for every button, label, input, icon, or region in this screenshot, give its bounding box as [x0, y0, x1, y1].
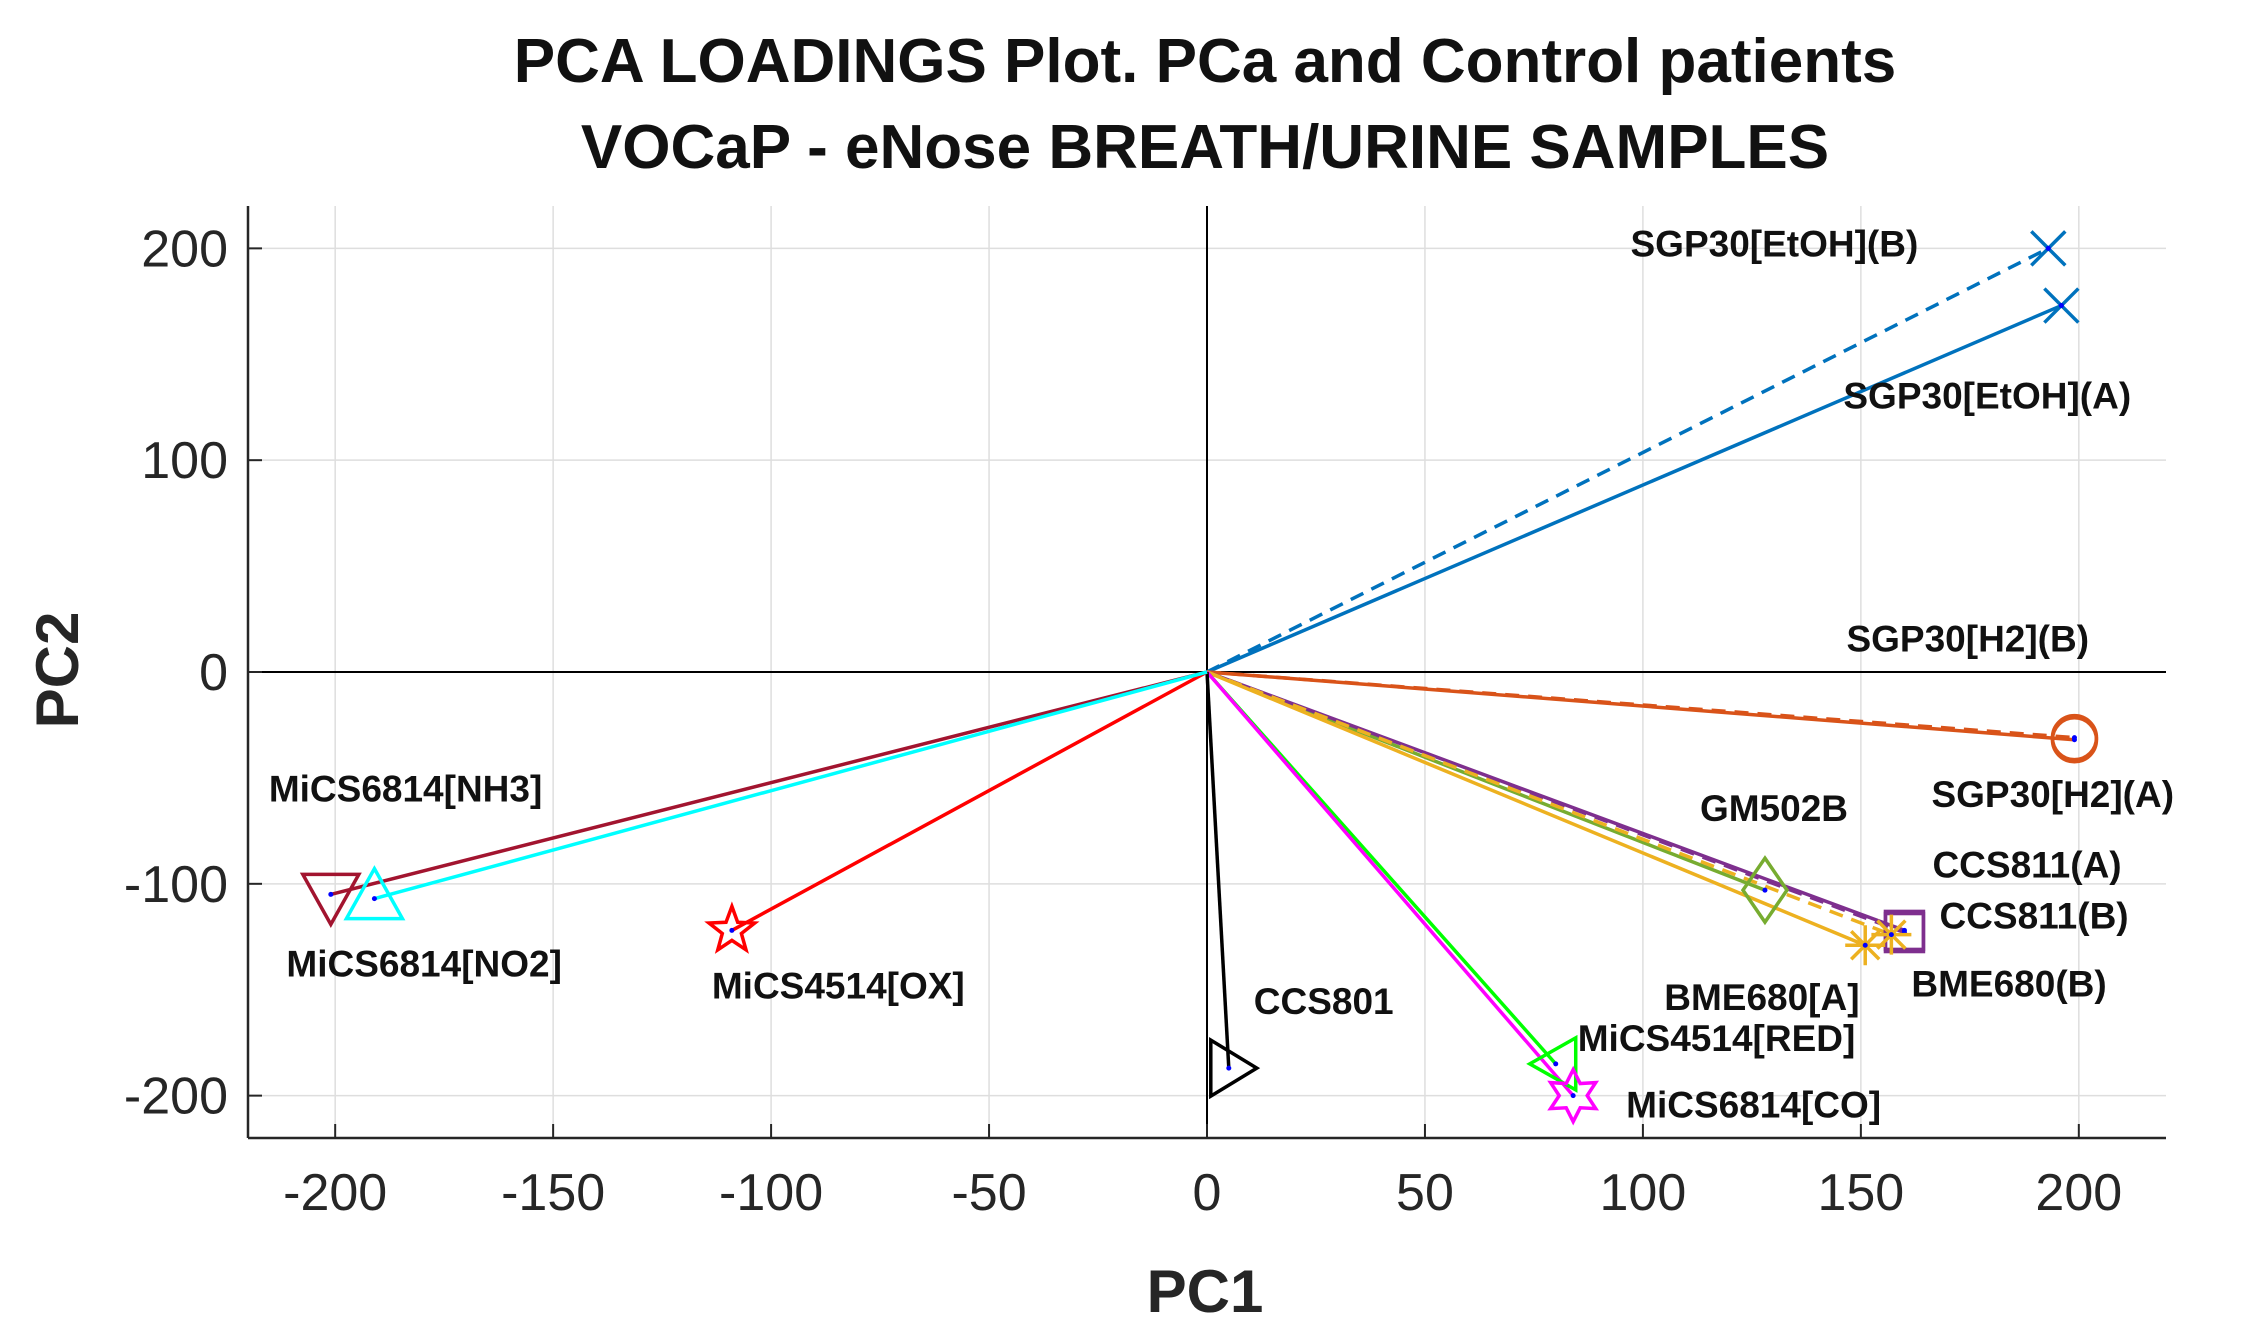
x-tick-label-1: -150: [501, 1164, 605, 1222]
chart-title-line-1: PCA LOADINGS Plot. PCa and Control patie…: [514, 27, 1896, 96]
x-tick-label-4: 0: [1193, 1164, 1222, 1222]
x-tick-label-3: -50: [951, 1164, 1026, 1222]
marker-center-13: [328, 891, 334, 897]
marker-center-1: [2058, 303, 2064, 309]
x-tick-label-5: 50: [1396, 1164, 1454, 1222]
marker-4: [1740, 855, 1790, 926]
axes-layer: -200 -150 -100 -50 0 50 100 150 200 -200 -100 0 100 2…: [124, 206, 2166, 1222]
marker-center-3: [2071, 737, 2077, 743]
marker-center-14: [371, 896, 377, 902]
point-label-10: MiCS6814[CO]: [1626, 1085, 1881, 1126]
loading-vector-8: [1206, 670, 1893, 937]
point-label-14: MiCS6814[NO2]: [286, 944, 562, 985]
x-tick-label-6: 100: [1600, 1164, 1687, 1222]
marker-center-10: [1570, 1093, 1576, 1099]
loading-vector-7: [1206, 670, 1866, 947]
marker-10: [1547, 1065, 1600, 1126]
point-label-0: SGP30[EtOH](B): [1630, 223, 1918, 264]
x-tick-label-7: 150: [1817, 1164, 1904, 1222]
marker-14: [343, 865, 406, 921]
loading-vector-0: [1206, 246, 2050, 674]
point-label-11: CCS801: [1254, 981, 1394, 1022]
point-labels: SGP30[EtOH](B) SGP30[EtOH](A) SGP30[H2](B)…: [269, 223, 2174, 1125]
series-layer: [330, 246, 2075, 1097]
point-label-3: SGP30[H2](A): [1931, 774, 2174, 815]
marker-3: [2050, 716, 2099, 764]
marker-center-9: [1553, 1061, 1559, 1067]
point-label-12: MiCS4514[OX]: [712, 965, 965, 1006]
marker-13: [299, 872, 362, 928]
marker-center-12: [729, 927, 735, 933]
marker-center-7: [1862, 942, 1868, 948]
marker-center-11: [1226, 1065, 1232, 1071]
y-tick-label-4: 200: [141, 220, 228, 278]
x-axis-label: PC1: [1147, 1258, 1264, 1325]
marker-9: [1526, 1034, 1578, 1093]
marker-12: [704, 901, 760, 954]
point-label-6: CCS811(B): [1939, 896, 2128, 937]
point-label-13: MiCS6814[NH3]: [269, 768, 542, 809]
y-tick-label-3: 100: [141, 432, 228, 490]
loading-vector-11: [1205, 671, 1231, 1069]
marker-layer: [299, 230, 2099, 1126]
marker-center-8: [1888, 932, 1894, 938]
marker-11: [1209, 1036, 1261, 1100]
marker-6: [1883, 911, 1926, 954]
x-tick-label-0: -200: [283, 1164, 387, 1222]
loading-vector-12: [731, 670, 1208, 932]
marker-center-0: [2045, 245, 2051, 251]
loading-vector-13: [330, 670, 1208, 897]
y-axis-label: PC2: [24, 612, 91, 729]
y-tick-label-1: -100: [124, 856, 228, 914]
point-label-5: CCS811(A): [1932, 844, 2121, 885]
x-tick-label-8: 200: [2035, 1164, 2122, 1222]
x-tick-label-2: -100: [719, 1164, 823, 1222]
point-label-9: MiCS4514[RED]: [1578, 1018, 1856, 1059]
point-label-4: GM502B: [1700, 788, 1848, 829]
y-tick-label-0: -200: [124, 1068, 228, 1126]
point-label-8: BME680(B): [1911, 964, 2106, 1005]
loading-vector-14: [373, 670, 1208, 901]
marker-center-4: [1762, 887, 1768, 893]
loading-vector-3: [1206, 670, 2075, 742]
point-label-2: SGP30[H2](B): [1846, 619, 2089, 660]
loading-vector-1: [1206, 303, 2063, 674]
point-label-7: BME680[A]: [1664, 977, 1859, 1018]
chart-title-line-2: VOCaP - eNose BREATH/URINE SAMPLES: [581, 113, 1829, 182]
loading-vector-10: [1205, 670, 1575, 1097]
y-tick-label-2: 0: [199, 644, 228, 702]
point-label-1: SGP30[EtOH](A): [1843, 376, 2131, 417]
